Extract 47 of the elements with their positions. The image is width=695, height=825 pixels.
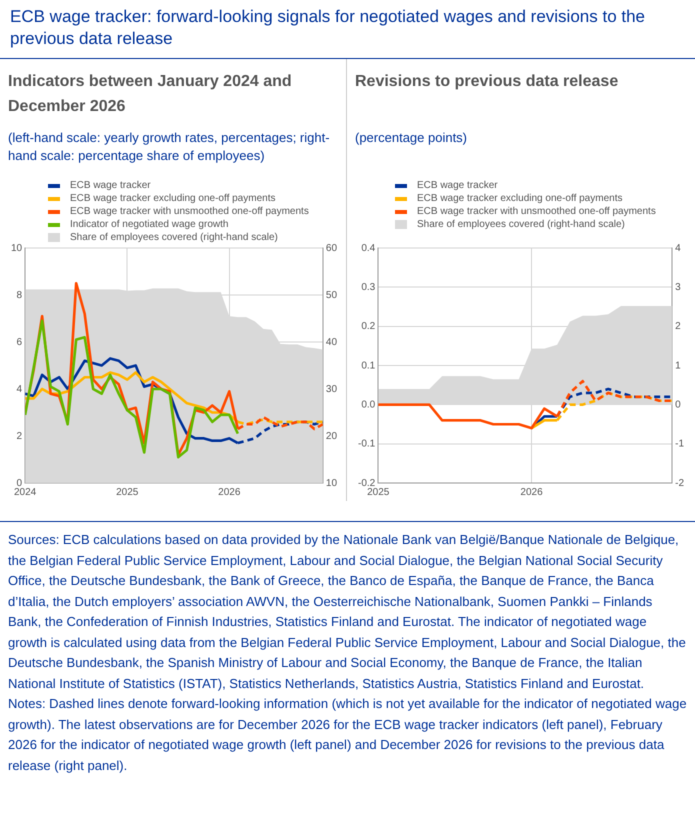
y-tick-label: 2 [16,430,23,442]
legend-label: Share of employees covered (right-hand scale) [417,218,625,231]
y-tick-label: 0.0 [361,399,376,410]
legend-label: ECB wage tracker excluding one-off payments [417,192,622,205]
y-tick-label: 10 [11,242,23,254]
y-tick-label: 0.3 [361,282,376,293]
x-tick-label: 2025 [116,486,139,498]
y2-tick-label: 1 [675,360,682,372]
y-tick-label: 0.2 [361,321,376,332]
y2-tick-label: 2 [675,321,682,332]
legend-label: Share of employees covered (right-hand scale) [70,231,278,244]
x-tick-label: 2025 [367,486,390,498]
y2-tick-label: 4 [675,242,682,254]
legend-label: ECB wage tracker excluding one-off payments [70,192,276,205]
legend-label: ECB wage tracker [417,179,498,192]
y-axis-title: (left-hand scale: yearly growth rates, percentages; right-hand scale: percentage share of employees) [8,129,331,165]
y2-tick-label: 0 [675,399,682,410]
x-tick-label: 2024 [14,486,37,498]
y2-tick-label: 40 [326,336,338,348]
y-tick-label: 6 [16,336,23,348]
y-tick-label: 0.1 [361,360,376,372]
legend-label: ECB wage tracker with unsmoothed one-off payments [417,205,656,218]
chart-subtitle: Indicators between January 2024 and December 2026 [8,72,293,117]
legend-label: ECB wage tracker [70,179,151,192]
y2-tick-label: 50 [326,290,338,301]
y2-tick-label: 10 [326,478,338,489]
y2-tick-label: 30 [326,384,338,395]
x-tick-label: 2026 [520,486,544,498]
y2-tick-label: -2 [675,478,684,489]
text: Notes: Dashed lines denote forward-looking information (which is not yet available for the indicator of negotiated wage growth). The latest observations are for December 2026 for the ECB wage tracker indicators (left panel), February 2026 for the indicator of negotiated wage growth (left panel) and December 2026 for revisions to the previous data release (right panel). [8,695,687,775]
y-tick-label: 4 [16,384,23,395]
y2-tick-label: 3 [675,282,682,293]
y-tick-label: 8 [16,290,23,301]
x-tick-label: 2026 [218,486,241,498]
chart-title: ECB wage tracker: forward-looking signals for negotiated wages and revisions to the previous data release [0,0,695,59]
legend-label: Indicator of negotiated wage growth [70,218,228,231]
y-axis-title: (percentage points) [355,129,468,147]
chart-title: Revisions to previous data release [355,72,620,92]
y-tick-label: 0 [16,478,23,489]
y2-tick-label: 20 [326,430,338,442]
y-tick-label: -0.1 [358,438,376,450]
y-tick-label: -0.2 [358,478,376,489]
legend-label: ECB wage tracker with unsmoothed one-off payments [70,205,309,218]
source-note: Sources: ECB calculations based on data provided by the Nationale Bank van België/Banque Nationale de Belgique, the Belgian Federal Public Service Employment, Labour and Social Dialogue, the Belgian National Social Security Office, the Deutsche Bundesbank, the Bank of Greece, the Banco de España, the Banque de France, the Banca d’Italia, the Dutch employers’ association AWVN, the Oesterreichische Nationalbank, Suomen Pankki – Finlands Bank, the Confederation of Finnish Industries, Statistics Finland and Eurostat. The indicator of negotiated wage growth is calculated using data from the Belgian Federal Public Service Employment, Labour and Social Dialogue, the Deutsche Bundesbank, the Spanish Ministry of Labour and Social Economy, the Banque de France, the Italian National Institute of Statistics (ISTAT), Statistics Netherlands, Statistics Austria, Statistics Finland and Eurostat. [8,531,687,693]
y2-tick-label: 60 [326,242,338,254]
y2-tick-label: -1 [675,438,684,450]
y-tick-label: 0.4 [361,242,376,254]
